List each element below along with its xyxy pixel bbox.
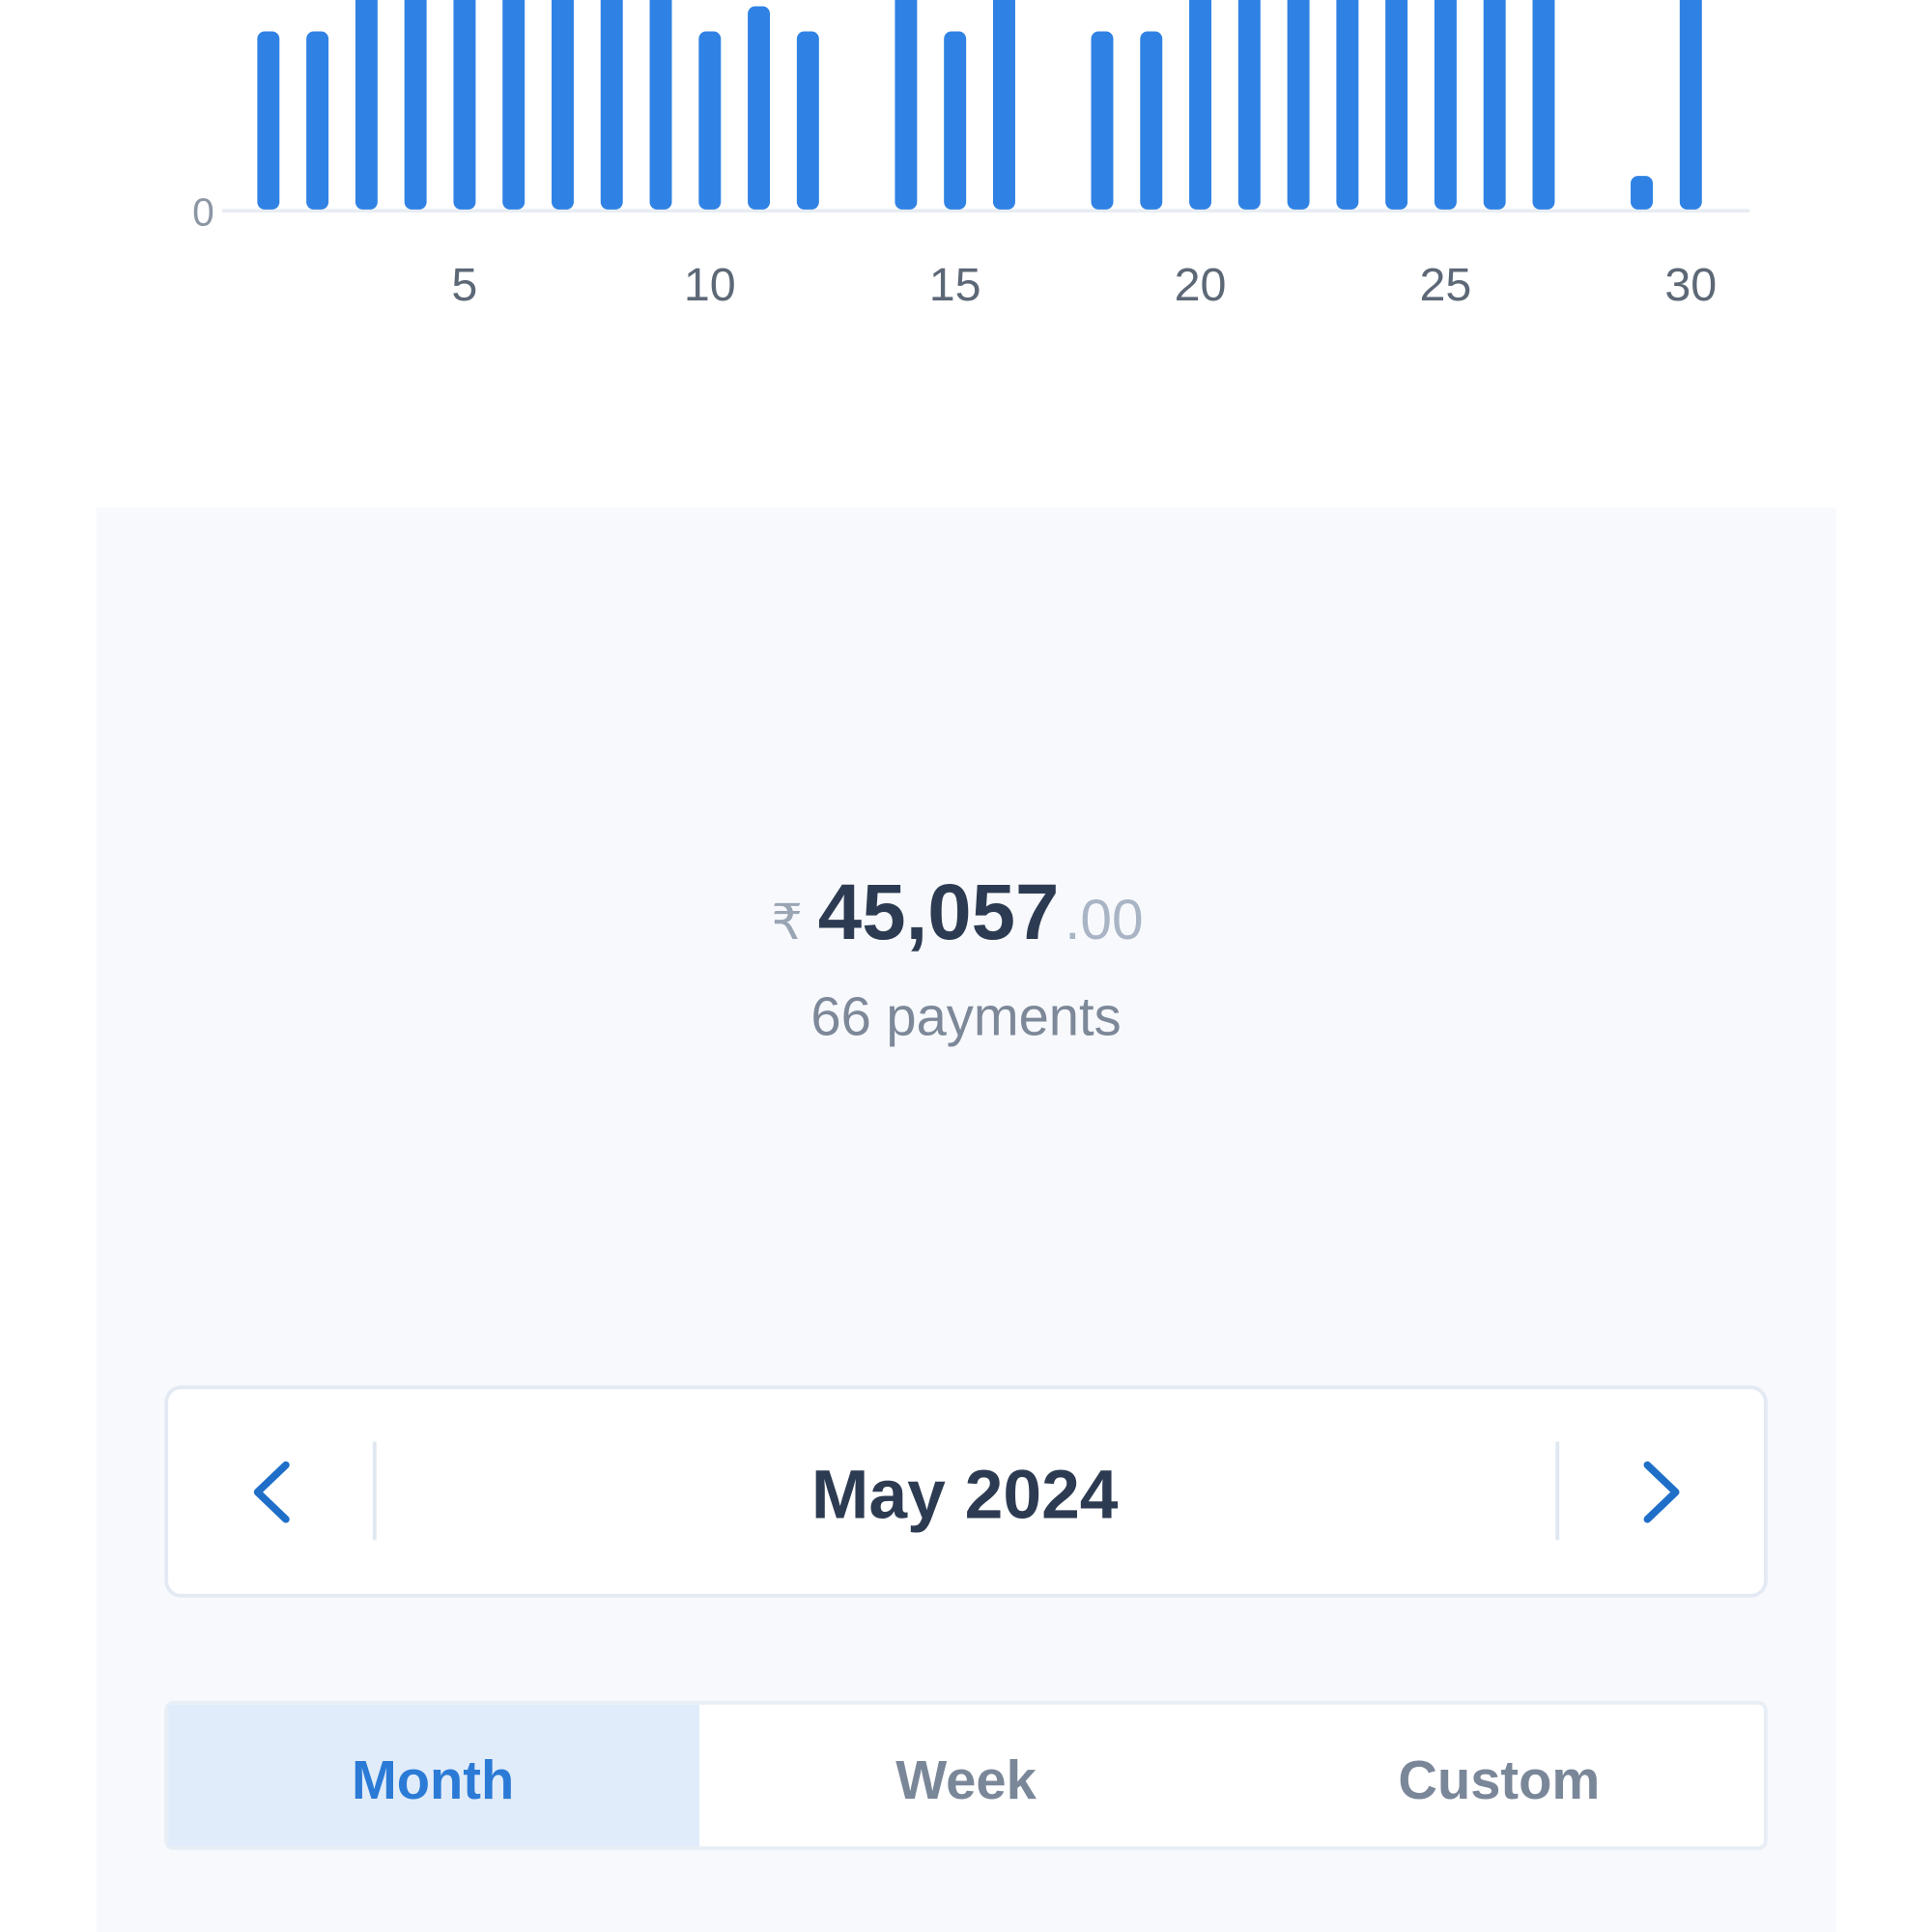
x-tick-label: 25 [1419,259,1471,311]
y-tick-label: 0 [192,189,214,234]
amount: ₹ 45,057 .00 [771,868,1143,956]
bar [453,0,476,210]
bar [1385,0,1408,210]
bar [1483,0,1506,210]
bar [748,6,771,210]
period-navigator [164,1385,1768,1598]
currency-symbol: ₹ [771,895,802,950]
bar [796,31,819,210]
summary-panel [96,507,1836,1932]
amount-integer: 45,057 [818,868,1060,956]
x-tick-label: 10 [684,259,736,311]
previous-button[interactable] [253,1461,290,1523]
bar [1140,31,1163,210]
bar [257,31,280,210]
amount-decimals: .00 [1065,889,1144,952]
bar [306,31,329,210]
bar [502,0,526,210]
bar [649,0,672,210]
tabs: Month Week Custom [168,1704,1600,1847]
x-tick-label: 5 [451,259,477,311]
period-label: May 2024 [811,1456,1119,1533]
bar [404,0,427,210]
bar [1631,176,1653,210]
tab[interactable]: Custom [1398,1749,1600,1810]
bar [551,0,574,210]
x-tick-label: 30 [1664,259,1717,311]
tab[interactable]: Week [895,1749,1037,1810]
bar [698,31,722,210]
bar [1434,0,1457,210]
bar [1679,0,1702,210]
bar [1237,0,1261,210]
next-button[interactable] [1643,1461,1680,1523]
bar [1532,0,1555,210]
bar [944,31,967,210]
tab-active-bg [168,1704,700,1847]
bar [992,0,1015,210]
bar [355,0,378,210]
bar [1091,31,1114,210]
bar [895,0,918,210]
tab[interactable]: Month [352,1749,514,1810]
x-tick-label: 20 [1175,259,1227,311]
bar [600,0,623,210]
bar [1287,0,1310,210]
chart: 0 5 10 15 20 25 30 [192,0,1750,311]
x-tick-label: 15 [929,259,981,311]
bar [1336,0,1359,210]
bar [1189,0,1212,210]
payment-count: 66 payments [810,985,1121,1046]
